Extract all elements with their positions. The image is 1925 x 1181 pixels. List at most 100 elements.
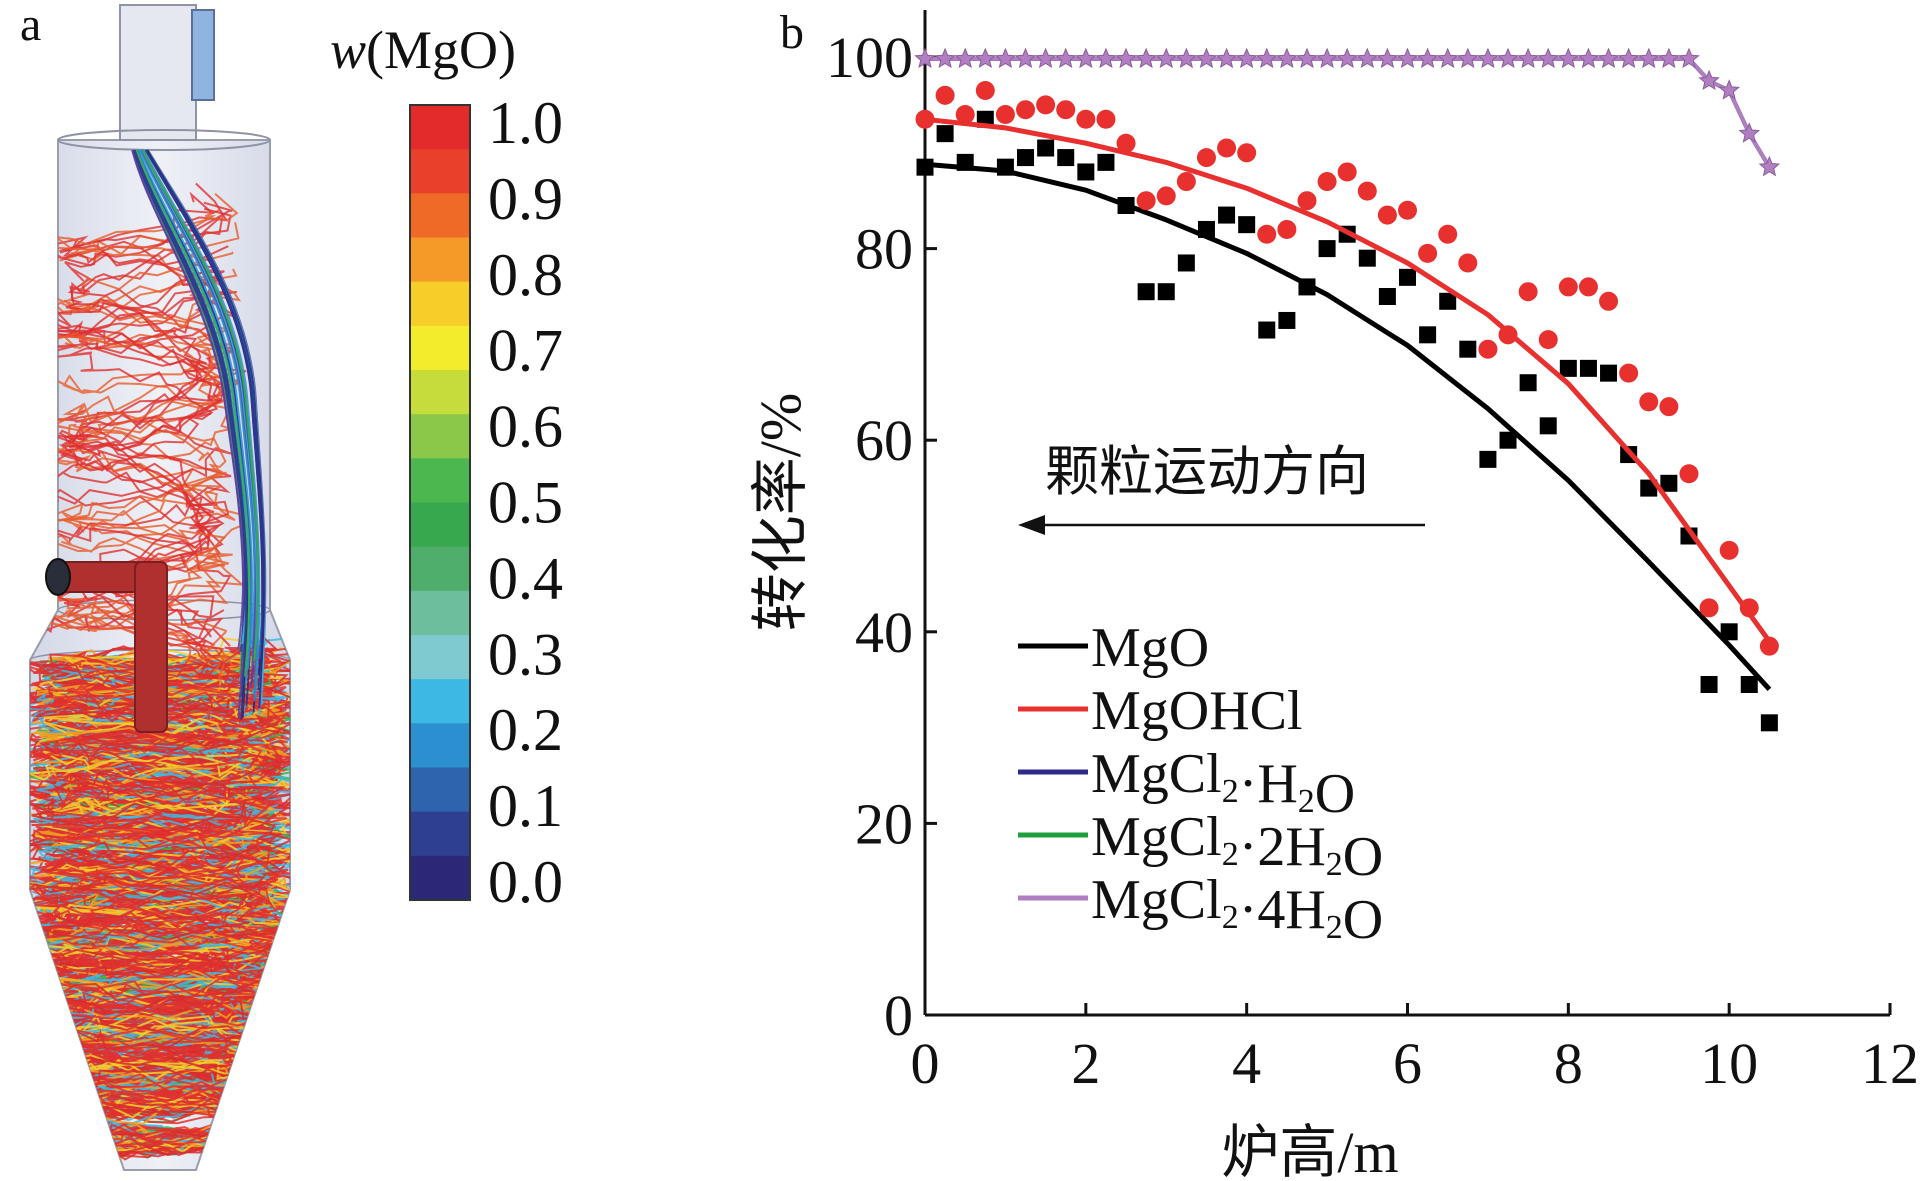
legend-entry-mgohcl: MgOHCl: [1091, 680, 1303, 742]
data-point: [1698, 69, 1720, 91]
panel-a-cyclone: a w(MgO) 1.00.90.80.70.60.50.40.30: [20, 0, 563, 1171]
legend-entry-mgo: MgO: [1091, 617, 1209, 679]
colorbar-band: [410, 149, 470, 194]
data-point: [1197, 220, 1215, 238]
data-point: [1537, 47, 1559, 69]
data-point: [1538, 330, 1558, 350]
data-point: [1258, 321, 1276, 339]
data-point: [1034, 47, 1057, 69]
data-point: [1519, 374, 1537, 392]
plot-area: [914, 47, 1781, 732]
data-point: [1479, 450, 1497, 468]
data-point: [1639, 392, 1659, 412]
data-point: [1054, 47, 1077, 69]
data-point: [996, 158, 1014, 176]
colorbar-band: [410, 193, 470, 238]
y-tick-label: 80: [855, 217, 913, 282]
colorbar-band: [410, 590, 470, 636]
data-point: [1157, 283, 1175, 301]
data-point: [1477, 47, 1499, 69]
data-point: [1256, 47, 1278, 69]
data-point: [1137, 283, 1155, 301]
data-point: [916, 158, 934, 176]
data-point: [1578, 277, 1598, 297]
data-point: [1619, 363, 1639, 383]
data-point: [1358, 249, 1376, 267]
colorbar-band: [410, 679, 470, 724]
data-point: [1497, 47, 1519, 69]
motion-direction-label: 颗粒运动方向: [1045, 442, 1369, 502]
series-1: [915, 81, 1779, 656]
data-point: [1257, 224, 1277, 244]
panel-b-chart: b 0 2 4 6 8 10 12 0 20 40 60 80 100 炉高/m 转化率/% 颗粒运动…: [748, 6, 1919, 1181]
data-point: [1398, 200, 1417, 220]
data-point: [1458, 253, 1478, 273]
data-point: [1218, 206, 1236, 224]
data-point: [1557, 47, 1580, 69]
y-axis-label: 转化率/%: [748, 393, 813, 631]
fit-line: [924, 161, 1772, 691]
data-point: [1237, 143, 1257, 163]
y-ticks: 0 20 40 60 80 100: [826, 25, 937, 1048]
data-point: [1077, 163, 1095, 181]
x-tick-label: 12: [1861, 1031, 1919, 1096]
data-point: [1439, 292, 1457, 310]
data-point: [936, 125, 954, 143]
data-point: [1297, 191, 1317, 211]
data-point: [1457, 47, 1479, 69]
data-point: [1238, 216, 1256, 234]
data-point: [956, 153, 974, 171]
colorbar-band: [410, 502, 470, 548]
colorbar-band: [410, 237, 470, 283]
data-point: [1640, 479, 1658, 497]
x-tick-label: 6: [1393, 1031, 1422, 1096]
colorbar-tick-label: 0.4: [488, 545, 563, 611]
data-point: [1356, 47, 1379, 69]
data-point: [1196, 148, 1216, 168]
data-point: [1719, 540, 1739, 560]
data-point: [1659, 397, 1679, 417]
colorbar-tick-label: 0.1: [488, 773, 563, 839]
data-point: [1637, 47, 1660, 69]
data-point: [1317, 172, 1337, 192]
data-point: [1700, 675, 1718, 693]
colorbar-band: [410, 105, 470, 150]
data-point: [1419, 326, 1437, 344]
y-tick-label: 0: [884, 983, 913, 1048]
colorbar-band: [410, 370, 470, 415]
colorbar-band: [410, 546, 470, 592]
data-point: [1499, 431, 1517, 449]
arrow-left-icon: [1018, 515, 1045, 535]
data-point: [1016, 100, 1036, 120]
data-point: [935, 85, 955, 105]
colorbar-band: [410, 635, 470, 680]
data-point: [1739, 598, 1759, 618]
data-point: [1376, 47, 1399, 69]
data-point: [1579, 359, 1597, 377]
data-point: [1096, 109, 1116, 129]
data-point: [1478, 339, 1498, 359]
colorbar-tick-label: 0.6: [488, 394, 563, 460]
data-point: [1418, 243, 1438, 263]
data-point: [1760, 714, 1778, 732]
data-point: [1718, 79, 1740, 100]
data-point: [1699, 598, 1719, 618]
legend-entry-mgcl2-4h2o: MgCl2·4H2O: [1091, 869, 1383, 951]
data-point: [914, 47, 936, 69]
legend-entry-mgcl2-2h2o: MgCl2·2H2O: [1091, 806, 1383, 888]
x-tick-label: 0: [911, 1031, 940, 1096]
colorbar-band: [410, 855, 470, 901]
data-point: [1014, 47, 1037, 69]
data-point: [1720, 623, 1738, 641]
data-point: [1175, 47, 1198, 69]
data-point: [1278, 311, 1296, 329]
data-point: [975, 81, 995, 101]
colorbar-tick-label: 0.0: [488, 849, 563, 915]
panel-letter-b: b: [780, 6, 804, 59]
y-tick-label: 20: [855, 791, 913, 856]
data-point: [1135, 47, 1157, 69]
data-point: [1116, 133, 1136, 153]
x-tick-label: 4: [1232, 1031, 1261, 1096]
data-point: [1617, 47, 1640, 69]
